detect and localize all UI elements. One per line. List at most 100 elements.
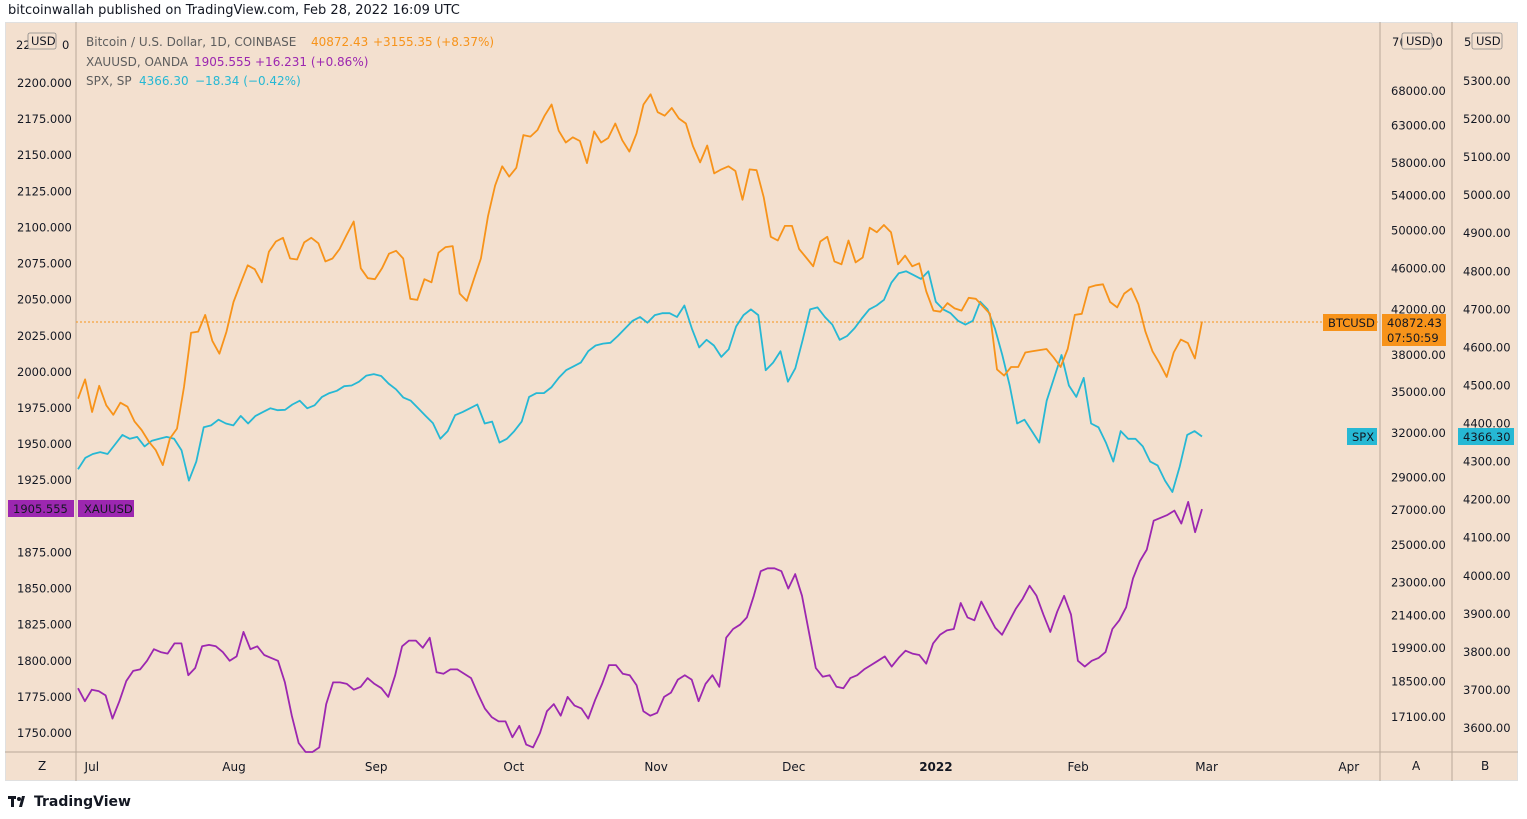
- chart-pane[interactable]: [5, 22, 1518, 781]
- left-tick-label: 2050.000: [17, 293, 72, 307]
- legend-btc-name: Bitcoin / U.S. Dollar, 1D, COINBASE: [86, 35, 296, 49]
- b-tick-label: 4800.00: [1463, 264, 1511, 278]
- left-tick-label: 2100.000: [17, 220, 72, 234]
- left-tick-label: 1825.000: [17, 618, 72, 632]
- b-tick-label: 4100.00: [1463, 531, 1511, 545]
- a-top-partial-label: 7(: [1392, 35, 1404, 49]
- b-currency-badge[interactable]: 5 USD: [1464, 32, 1503, 50]
- left-axis-ticks: 2200.000 2175.000 2150.000 2125.000 2100.000…: [17, 76, 72, 740]
- xau-badge-label: XAUUSD: [84, 502, 133, 516]
- a-tick-label: 32000.00: [1391, 426, 1446, 440]
- x-axis-ticks: Jul Aug Sep Oct Nov Dec 2022 Feb Mar Apr: [84, 760, 1360, 774]
- a-tick-label: 35000.00: [1391, 385, 1446, 399]
- x-tick-label: Jul: [84, 760, 99, 774]
- a-currency-badge[interactable]: 7( )0 USD: [1392, 32, 1443, 50]
- b-currency-text: USD: [1476, 34, 1501, 48]
- btc-badge-countdown: 07:50:59: [1387, 331, 1439, 345]
- left-tick-label: 2025.000: [17, 329, 72, 343]
- b-tick-label: 4600.00: [1463, 340, 1511, 354]
- a-tick-label: 29000.00: [1391, 471, 1446, 485]
- x-tick-label: Feb: [1067, 760, 1088, 774]
- x-tick-label: 2022: [919, 760, 952, 774]
- legend-xau-value: 1905.555: [194, 55, 251, 69]
- x-tick-label: Apr: [1338, 760, 1359, 774]
- xau-badge[interactable]: 1905.555 XAUUSD: [8, 500, 134, 517]
- a-tick-label: 21400.00: [1391, 608, 1446, 622]
- left-tick-label: 2075.000: [17, 257, 72, 271]
- b-tick-label: 3800.00: [1463, 645, 1511, 659]
- a-tick-label: 68000.00: [1391, 84, 1446, 98]
- b-tick-label: 5100.00: [1463, 150, 1511, 164]
- left-tick-label: 1800.000: [17, 654, 72, 668]
- left-tick-label: 1875.000: [17, 545, 72, 559]
- b-tick-label: 3600.00: [1463, 721, 1511, 735]
- legend-spx-value: 4366.30: [139, 74, 189, 88]
- b-top-partial-label: 5: [1464, 35, 1471, 49]
- tradingview-logo[interactable]: TradingView: [8, 794, 131, 810]
- b-tick-label: 5300.00: [1463, 74, 1511, 88]
- left-tick-label: 1975.000: [17, 401, 72, 415]
- b-axis-ticks: 5300.00 5200.00 5100.00 5000.00 4900.00 4800.…: [1463, 74, 1511, 735]
- b-tick-label: 4700.00: [1463, 302, 1511, 316]
- a-tick-label: 63000.00: [1391, 119, 1446, 133]
- left-currency-badge[interactable]: 22 0 USD: [16, 32, 69, 52]
- a-tick-label: 23000.00: [1391, 576, 1446, 590]
- x-tick-label: Mar: [1195, 760, 1218, 774]
- xau-line: [77, 501, 1203, 753]
- b-tick-label: 4200.00: [1463, 493, 1511, 507]
- a-tick-label: 18500.00: [1391, 674, 1446, 688]
- left-top-partial-label-2: 0: [62, 38, 69, 52]
- x-tick-label: Aug: [222, 760, 245, 774]
- a-currency-text: USD: [1406, 34, 1431, 48]
- left-tick-label: 2150.000: [17, 148, 72, 162]
- b-tick-label: 3900.00: [1463, 607, 1511, 621]
- left-tick-label: 1950.000: [17, 437, 72, 451]
- xau-badge-value: 1905.555: [13, 502, 68, 516]
- left-tick-label: 1850.000: [17, 582, 72, 596]
- legend-spx-change: −18.34 (−0.42%): [195, 74, 301, 88]
- x-tick-label: Dec: [782, 760, 805, 774]
- corner-z[interactable]: Z: [38, 759, 46, 773]
- spx-badge[interactable]: SPX 4366.30: [1347, 428, 1514, 445]
- published-caption: bitcoinwallah published on TradingView.c…: [8, 3, 460, 18]
- legend-xau-change: +16.231 (+0.86%): [255, 55, 368, 69]
- b-tick-label: 5200.00: [1463, 112, 1511, 126]
- corner-b[interactable]: B: [1481, 759, 1489, 773]
- btc-badge-value: 40872.43: [1387, 316, 1442, 330]
- corner-a[interactable]: A: [1412, 759, 1421, 773]
- left-top-partial-label: 22: [16, 38, 31, 52]
- tradingview-brand: TradingView: [34, 794, 131, 810]
- spx-line: [77, 270, 1203, 493]
- btc-line: [77, 93, 1203, 466]
- tradingview-logo-icon: [8, 796, 25, 807]
- b-tick-label: 4000.00: [1463, 569, 1511, 583]
- a-tick-label: 54000.00: [1391, 189, 1446, 203]
- b-tick-label: 4900.00: [1463, 226, 1511, 240]
- x-tick-label: Sep: [365, 760, 388, 774]
- left-tick-label: 2000.000: [17, 365, 72, 379]
- a-axis-ticks: 68000.00 63000.00 58000.00 54000.00 50000.00…: [1391, 84, 1446, 724]
- btc-badge[interactable]: BTCUSD 40872.43 07:50:59: [1323, 314, 1446, 346]
- left-currency-text: USD: [31, 34, 56, 48]
- x-tick-label: Oct: [503, 760, 524, 774]
- b-tick-label: 4500.00: [1463, 379, 1511, 393]
- left-tick-label: 1775.000: [17, 690, 72, 704]
- spx-badge-value: 4366.30: [1463, 430, 1511, 444]
- a-tick-label: 25000.00: [1391, 538, 1446, 552]
- legend-xau-name: XAUUSD, OANDA: [86, 55, 189, 69]
- b-tick-label: 4300.00: [1463, 455, 1511, 469]
- x-tick-label: Nov: [644, 760, 667, 774]
- a-tick-label: 46000.00: [1391, 261, 1446, 275]
- legend-btc-value: 40872.43: [311, 35, 368, 49]
- a-tick-label: 19900.00: [1391, 641, 1446, 655]
- left-tick-label: 1925.000: [17, 473, 72, 487]
- series-layer: [77, 93, 1203, 753]
- a-tick-label: 50000.00: [1391, 223, 1446, 237]
- spx-badge-label: SPX: [1352, 430, 1374, 444]
- left-tick-label: 2200.000: [17, 76, 72, 90]
- left-tick-label: 1750.000: [17, 726, 72, 740]
- b-tick-label: 5000.00: [1463, 188, 1511, 202]
- a-tick-label: 17100.00: [1391, 710, 1446, 724]
- b-tick-label: 4400.00: [1463, 417, 1511, 431]
